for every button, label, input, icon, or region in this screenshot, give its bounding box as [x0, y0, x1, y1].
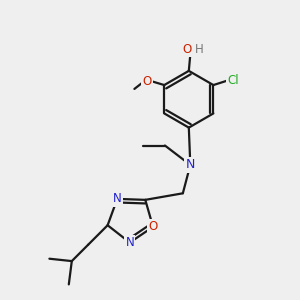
- Text: O: O: [182, 43, 191, 56]
- Text: O: O: [148, 220, 158, 233]
- Text: Cl: Cl: [227, 74, 238, 87]
- Text: H: H: [195, 43, 204, 56]
- Text: N: N: [113, 192, 122, 206]
- Text: O: O: [142, 75, 152, 88]
- Text: N: N: [186, 158, 195, 171]
- Text: N: N: [125, 236, 134, 249]
